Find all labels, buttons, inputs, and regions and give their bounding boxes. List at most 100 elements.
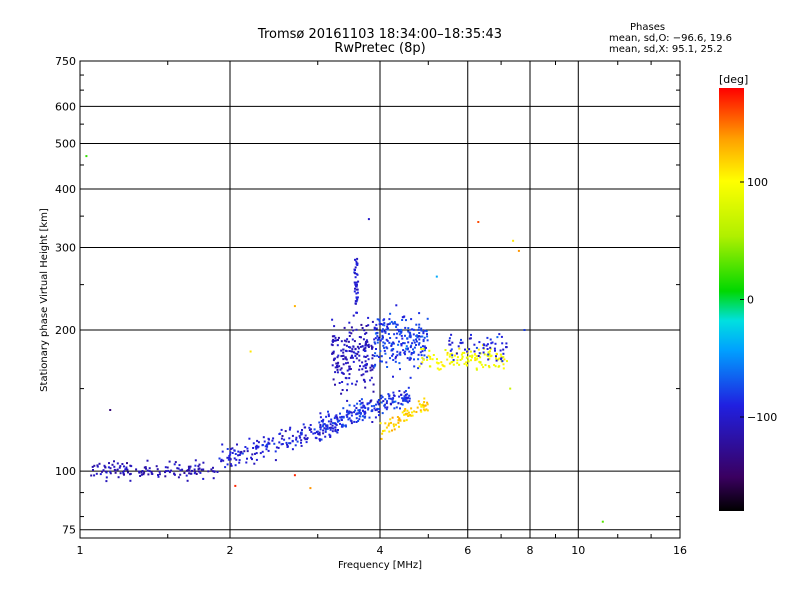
data-point xyxy=(346,389,348,392)
data-point xyxy=(194,470,197,473)
data-point xyxy=(309,424,312,426)
data-point xyxy=(348,373,351,376)
data-point xyxy=(337,429,339,431)
data-point xyxy=(125,468,128,471)
data-point xyxy=(385,408,388,411)
data-point xyxy=(103,464,106,467)
data-point xyxy=(145,467,147,470)
data-point xyxy=(338,365,341,368)
data-point xyxy=(486,336,489,339)
data-point xyxy=(357,350,360,353)
data-point xyxy=(403,419,406,422)
data-point xyxy=(473,350,476,353)
data-point xyxy=(166,466,169,469)
data-point xyxy=(339,412,341,415)
data-point xyxy=(386,339,389,342)
data-point xyxy=(395,336,398,339)
data-point xyxy=(374,409,377,412)
data-point xyxy=(383,318,386,321)
data-point xyxy=(420,348,423,350)
data-point xyxy=(403,395,406,398)
data-point xyxy=(422,330,425,333)
data-point xyxy=(336,371,339,374)
data-point xyxy=(436,367,439,370)
data-point xyxy=(422,348,425,350)
data-point xyxy=(274,450,277,453)
data-point xyxy=(375,332,378,335)
data-point xyxy=(229,458,232,461)
data-point xyxy=(319,424,322,426)
data-point xyxy=(335,414,338,417)
data-point xyxy=(333,325,336,328)
data-point xyxy=(229,463,232,466)
data-point xyxy=(355,407,358,409)
chart-title-line1: Tromsø 20161103 18:34:00–18:35:43 xyxy=(257,27,503,42)
data-point xyxy=(410,407,413,410)
data-point xyxy=(405,347,408,350)
data-point xyxy=(448,337,451,340)
x-axis-label: Frequency [MHz] xyxy=(338,560,422,571)
data-point xyxy=(395,323,398,326)
data-point xyxy=(377,336,380,339)
data-point xyxy=(354,283,357,286)
data-point xyxy=(350,332,353,335)
data-point xyxy=(450,333,453,336)
data-point xyxy=(417,358,420,361)
data-point xyxy=(398,395,401,398)
data-point xyxy=(360,402,363,405)
data-point xyxy=(460,353,463,356)
data-point xyxy=(121,463,124,465)
data-point xyxy=(479,361,482,364)
data-point xyxy=(306,437,309,440)
data-point xyxy=(464,348,466,351)
data-point xyxy=(367,316,370,319)
data-point xyxy=(345,358,348,361)
data-point xyxy=(423,401,426,403)
data-point xyxy=(412,351,415,354)
data-point xyxy=(354,272,356,275)
data-point xyxy=(332,422,334,425)
data-point xyxy=(339,416,342,419)
data-point xyxy=(375,327,378,330)
data-point xyxy=(422,345,424,348)
data-point xyxy=(345,425,347,428)
data-point xyxy=(500,355,503,358)
data-point xyxy=(356,353,359,356)
data-point xyxy=(407,415,410,417)
data-point xyxy=(336,418,339,421)
y-tick-label: 100 xyxy=(55,465,76,478)
data-point xyxy=(255,458,258,461)
data-point xyxy=(495,357,497,360)
data-point xyxy=(503,358,506,361)
data-point xyxy=(314,432,317,435)
data-point xyxy=(167,469,170,472)
data-point xyxy=(403,399,406,402)
data-point xyxy=(498,333,501,336)
data-point xyxy=(342,363,345,366)
data-point xyxy=(412,328,415,331)
data-point xyxy=(420,354,423,357)
data-point xyxy=(358,410,361,413)
data-point xyxy=(381,330,384,333)
data-point xyxy=(99,473,102,476)
data-point xyxy=(317,433,320,435)
data-point xyxy=(409,336,412,339)
data-point xyxy=(389,418,392,421)
data-point xyxy=(450,348,453,351)
data-point xyxy=(349,356,352,359)
data-point xyxy=(431,358,434,361)
data-point xyxy=(329,423,332,426)
data-point xyxy=(402,349,405,352)
data-point xyxy=(391,401,394,404)
data-point xyxy=(342,348,345,351)
data-point xyxy=(319,416,322,419)
data-point xyxy=(502,352,505,355)
data-point xyxy=(113,465,116,468)
data-point xyxy=(470,359,472,362)
data-point xyxy=(364,415,367,418)
data-point xyxy=(404,408,407,410)
data-point xyxy=(346,369,349,372)
data-point xyxy=(323,427,326,430)
data-point xyxy=(338,382,341,384)
data-point xyxy=(237,450,240,453)
